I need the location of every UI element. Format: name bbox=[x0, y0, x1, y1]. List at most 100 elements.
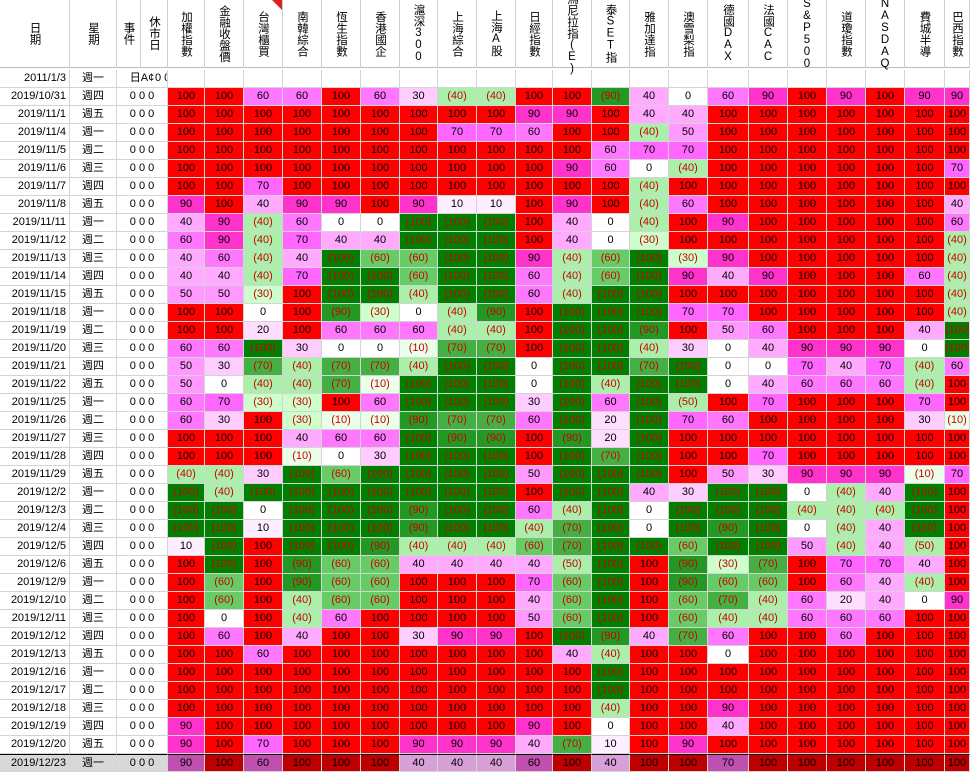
value-cell[interactable]: (10) bbox=[283, 448, 322, 466]
value-cell[interactable] bbox=[168, 70, 205, 88]
event-flags-cell[interactable]: 0 0 0 bbox=[117, 664, 168, 682]
value-cell[interactable]: (40) bbox=[244, 268, 283, 286]
event-flags-cell[interactable]: 0 0 0 bbox=[117, 178, 168, 196]
value-cell[interactable]: (40) bbox=[945, 286, 970, 304]
value-cell[interactable]: 100 bbox=[905, 196, 945, 214]
value-cell[interactable]: (40) bbox=[553, 286, 592, 304]
value-cell[interactable]: 100 bbox=[749, 646, 788, 664]
value-cell[interactable]: 10 bbox=[168, 538, 205, 556]
value-cell[interactable]: 90 bbox=[788, 340, 827, 358]
value-cell[interactable]: (100) bbox=[477, 232, 516, 250]
value-cell[interactable]: 100 bbox=[553, 178, 592, 196]
value-cell[interactable]: 40 bbox=[630, 106, 669, 124]
value-cell[interactable]: (100) bbox=[592, 682, 630, 700]
value-cell[interactable]: 100 bbox=[669, 646, 708, 664]
value-cell[interactable]: (40) bbox=[827, 538, 866, 556]
value-cell[interactable]: 100 bbox=[749, 214, 788, 232]
value-cell[interactable]: 100 bbox=[322, 106, 361, 124]
value-cell[interactable]: 100 bbox=[400, 682, 438, 700]
value-cell[interactable] bbox=[749, 70, 788, 88]
value-cell[interactable]: (100) bbox=[438, 466, 477, 484]
value-cell[interactable]: 40 bbox=[866, 592, 905, 610]
value-cell[interactable]: (100) bbox=[592, 304, 630, 322]
value-cell[interactable] bbox=[361, 70, 400, 88]
value-cell[interactable]: 100 bbox=[905, 250, 945, 268]
column-header-c14[interactable]: 澳雪梨指 bbox=[669, 0, 708, 68]
column-header-c11[interactable]: 馬尼拉指(E) bbox=[553, 0, 592, 75]
date-cell[interactable]: 2019/12/12 bbox=[0, 628, 70, 646]
value-cell[interactable]: 100 bbox=[749, 142, 788, 160]
value-cell[interactable]: (100) bbox=[592, 484, 630, 502]
value-cell[interactable]: 60 bbox=[788, 376, 827, 394]
value-cell[interactable]: 100 bbox=[708, 124, 749, 142]
value-cell[interactable]: (40) bbox=[630, 178, 669, 196]
value-cell[interactable]: 40 bbox=[516, 736, 553, 754]
value-cell[interactable]: 60 bbox=[322, 430, 361, 448]
value-cell[interactable]: (10) bbox=[400, 340, 438, 358]
value-cell[interactable]: (100) bbox=[553, 448, 592, 466]
value-cell[interactable]: (70) bbox=[477, 340, 516, 358]
value-cell[interactable]: (100) bbox=[361, 466, 400, 484]
value-cell[interactable]: 70 bbox=[669, 304, 708, 322]
column-header-c6[interactable]: 香港國企 bbox=[361, 0, 400, 68]
value-cell[interactable] bbox=[866, 70, 905, 88]
value-cell[interactable]: (90) bbox=[477, 430, 516, 448]
value-cell[interactable] bbox=[708, 70, 749, 88]
value-cell[interactable]: (100) bbox=[438, 358, 477, 376]
value-cell[interactable]: (100) bbox=[905, 520, 945, 538]
value-cell[interactable]: 100 bbox=[669, 214, 708, 232]
weekday-cell[interactable]: 週三 bbox=[70, 340, 117, 358]
value-cell[interactable]: (90) bbox=[400, 412, 438, 430]
value-cell[interactable]: (100) bbox=[477, 376, 516, 394]
value-cell[interactable]: 100 bbox=[592, 106, 630, 124]
weekday-cell[interactable]: 週五 bbox=[70, 286, 117, 304]
value-cell[interactable]: 20 bbox=[827, 592, 866, 610]
value-cell[interactable]: 100 bbox=[322, 124, 361, 142]
weekday-cell[interactable]: 週四 bbox=[70, 358, 117, 376]
value-cell[interactable]: 100 bbox=[283, 322, 322, 340]
value-cell[interactable]: 50 bbox=[788, 538, 827, 556]
value-cell[interactable]: 100 bbox=[438, 700, 477, 718]
value-cell[interactable]: (100) bbox=[438, 214, 477, 232]
value-cell[interactable]: 100 bbox=[516, 646, 553, 664]
value-cell[interactable]: 100 bbox=[945, 538, 970, 556]
value-cell[interactable]: 100 bbox=[788, 106, 827, 124]
date-cell[interactable]: 2019/11/8 bbox=[0, 196, 70, 214]
value-cell[interactable]: 70 bbox=[866, 358, 905, 376]
date-cell[interactable]: 2019/12/20 bbox=[0, 736, 70, 754]
value-cell[interactable]: 0 bbox=[788, 520, 827, 538]
value-cell[interactable]: 100 bbox=[244, 574, 283, 592]
value-cell[interactable]: (100) bbox=[553, 358, 592, 376]
value-cell[interactable]: (40) bbox=[630, 340, 669, 358]
value-cell[interactable]: (40) bbox=[945, 268, 970, 286]
value-cell[interactable]: 100 bbox=[168, 664, 205, 682]
value-cell[interactable]: 100 bbox=[322, 646, 361, 664]
event-flags-cell[interactable]: 0 0 0 bbox=[117, 610, 168, 628]
value-cell[interactable]: 100 bbox=[827, 700, 866, 718]
weekday-cell[interactable]: 週一 bbox=[70, 574, 117, 592]
value-cell[interactable]: 70 bbox=[788, 358, 827, 376]
value-cell[interactable]: (40) bbox=[905, 358, 945, 376]
value-cell[interactable]: (100) bbox=[438, 232, 477, 250]
value-cell[interactable]: (60) bbox=[592, 268, 630, 286]
value-cell[interactable]: 100 bbox=[205, 430, 244, 448]
value-cell[interactable]: (30) bbox=[361, 304, 400, 322]
date-cell[interactable]: 2019/11/4 bbox=[0, 124, 70, 142]
value-cell[interactable]: (100) bbox=[477, 466, 516, 484]
event-flags-cell[interactable]: 0 0 0 bbox=[117, 160, 168, 178]
event-flags-cell[interactable]: 0 0 0 bbox=[117, 88, 168, 106]
date-cell[interactable]: 2019/12/10 bbox=[0, 592, 70, 610]
value-cell[interactable]: 100 bbox=[477, 718, 516, 736]
event-flags-cell[interactable]: 0 0 0 bbox=[117, 574, 168, 592]
value-cell[interactable]: 100 bbox=[945, 700, 970, 718]
column-header-c8[interactable]: 上海綜合 bbox=[438, 0, 477, 68]
value-cell[interactable]: (100) bbox=[749, 520, 788, 538]
value-cell[interactable]: 100 bbox=[905, 232, 945, 250]
value-cell[interactable]: (50) bbox=[553, 556, 592, 574]
value-cell[interactable]: 100 bbox=[827, 214, 866, 232]
value-cell[interactable]: 100 bbox=[168, 610, 205, 628]
value-cell[interactable]: (100) bbox=[669, 358, 708, 376]
value-cell[interactable]: 100 bbox=[516, 232, 553, 250]
column-header-c1[interactable]: 加權指數 bbox=[168, 0, 205, 68]
